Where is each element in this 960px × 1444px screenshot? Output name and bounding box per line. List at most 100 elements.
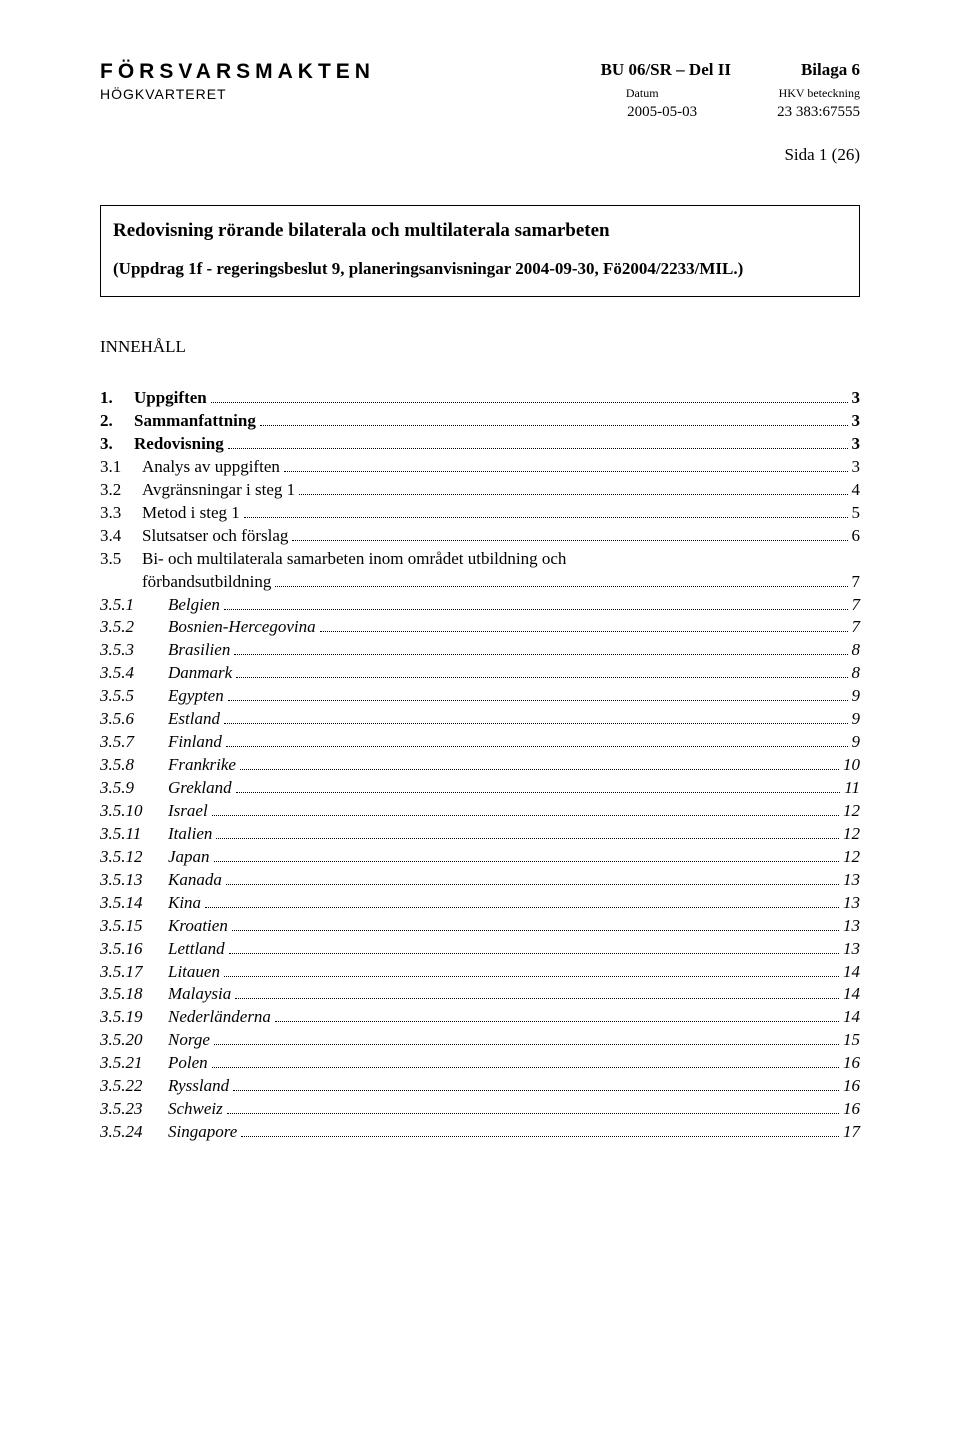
- toc-number: 3.5.1: [100, 594, 168, 617]
- toc-leader-dots: [284, 471, 848, 472]
- toc-title: Israel: [168, 800, 208, 823]
- toc-entry: 3.3Metod i steg 15: [100, 502, 860, 525]
- toc-page: 9: [852, 731, 861, 754]
- toc-entry: 3.5Bi- och multilaterala samarbeten inom…: [100, 548, 860, 594]
- toc-number: 3.5.21: [100, 1052, 168, 1075]
- toc-number: 3.5.8: [100, 754, 168, 777]
- toc-leader-dots: [275, 1021, 839, 1022]
- beteckning-value: 23 383:67555: [777, 104, 860, 121]
- toc-entry: 3.5.8Frankrike10: [100, 754, 860, 777]
- org-logo: FÖRSVARSMAKTEN: [100, 60, 601, 84]
- toc-page: 13: [843, 869, 860, 892]
- toc-title: Polen: [168, 1052, 208, 1075]
- toc-page: 7: [852, 616, 861, 639]
- toc-page: 7: [852, 571, 861, 594]
- toc-number: 3.5.18: [100, 983, 168, 1006]
- toc-entry: 3.5.23Schweiz16: [100, 1098, 860, 1121]
- toc-title: förbandsutbildning: [142, 571, 271, 594]
- toc-leader-dots: [236, 792, 841, 793]
- toc-title: Nederländerna: [168, 1006, 271, 1029]
- toc-page: 12: [843, 846, 860, 869]
- document-header: FÖRSVARSMAKTEN BU 06/SR – Del II Bilaga …: [100, 60, 860, 165]
- toc-page: 12: [843, 823, 860, 846]
- title-box: Redovisning rörande bilaterala och multi…: [100, 205, 860, 297]
- toc-entry: 3.5.12Japan12: [100, 846, 860, 869]
- toc-leader-dots: [244, 517, 848, 518]
- toc-leader-dots: [226, 746, 848, 747]
- toc-entry: 3.4Slutsatser och förslag6: [100, 525, 860, 548]
- toc-title: Avgränsningar i steg 1: [142, 479, 295, 502]
- toc-number: 3.5.5: [100, 685, 168, 708]
- toc-title: Sammanfattning: [134, 410, 256, 433]
- toc-leader-dots: [233, 1090, 839, 1091]
- toc-heading: INNEHÅLL: [100, 337, 860, 357]
- toc-number: 3.5.7: [100, 731, 168, 754]
- toc-leader-dots: [229, 953, 839, 954]
- doc-ref: BU 06/SR – Del II: [601, 60, 731, 84]
- toc-page: 15: [843, 1029, 860, 1052]
- toc-title: Grekland: [168, 777, 232, 800]
- toc-title: Uppgiften: [134, 387, 207, 410]
- toc-title: Kroatien: [168, 915, 228, 938]
- toc-page: 16: [843, 1075, 860, 1098]
- toc-entry: 3.2Avgränsningar i steg 14: [100, 479, 860, 502]
- toc-leader-dots: [214, 1044, 839, 1045]
- page-number: Sida 1 (26): [100, 145, 860, 165]
- toc-leader-dots: [232, 930, 839, 931]
- toc-leader-dots: [235, 998, 839, 999]
- toc-entry: 3.5.14Kina13: [100, 892, 860, 915]
- toc-page: 9: [852, 685, 861, 708]
- toc-entry: 3.5.3Brasilien8: [100, 639, 860, 662]
- toc-number: 3.3: [100, 502, 142, 525]
- toc-entry: 3.5.6Estland9: [100, 708, 860, 731]
- beteckning-label: HKV beteckning: [779, 86, 860, 102]
- toc-number: 3.4: [100, 525, 142, 548]
- toc-number: 3.5.6: [100, 708, 168, 731]
- org-sublogo: HÖGKVARTERET: [100, 86, 626, 102]
- toc-title: Schweiz: [168, 1098, 223, 1121]
- toc-title: Estland: [168, 708, 220, 731]
- toc-title: Kina: [168, 892, 201, 915]
- toc-page: 16: [843, 1098, 860, 1121]
- toc-entry: 3.5.15Kroatien13: [100, 915, 860, 938]
- toc-entry: 3.5.9Grekland11: [100, 777, 860, 800]
- toc-title: Singapore: [168, 1121, 237, 1144]
- toc-title: Redovisning: [134, 433, 224, 456]
- toc-number: 3.: [100, 433, 134, 456]
- toc-leader-dots: [212, 1067, 839, 1068]
- toc-entry: 3.5.24Singapore17: [100, 1121, 860, 1144]
- toc-leader-dots: [240, 769, 839, 770]
- toc-entry: 3.5.1Belgien7: [100, 594, 860, 617]
- toc-title: Finland: [168, 731, 222, 754]
- toc-entry: 3.5.17Litauen14: [100, 961, 860, 984]
- toc-leader-dots: [205, 907, 839, 908]
- toc-page: 8: [852, 662, 861, 685]
- toc-page: 12: [843, 800, 860, 823]
- toc-page: 7: [852, 594, 861, 617]
- toc-entry: 3.5.20Norge15: [100, 1029, 860, 1052]
- toc-entry: 3.5.13Kanada13: [100, 869, 860, 892]
- toc-leader-dots: [228, 700, 848, 701]
- toc-leader-dots: [227, 1113, 839, 1114]
- toc-entry: 3.1Analys av uppgiften3: [100, 456, 860, 479]
- toc-leader-dots: [224, 976, 839, 977]
- toc-title: Ryssland: [168, 1075, 229, 1098]
- toc-title: Japan: [168, 846, 210, 869]
- toc-number: 3.5.13: [100, 869, 168, 892]
- toc-entry: 3.5.10Israel 12: [100, 800, 860, 823]
- toc-title: Norge: [168, 1029, 210, 1052]
- toc-page: 14: [843, 961, 860, 984]
- toc-page: 6: [852, 525, 861, 548]
- toc-leader-dots: [234, 654, 847, 655]
- toc-number: 3.5.4: [100, 662, 168, 685]
- toc-leader-dots: [299, 494, 847, 495]
- toc-title: Litauen: [168, 961, 220, 984]
- toc-leader-dots: [236, 677, 847, 678]
- toc-leader-dots: [320, 631, 848, 632]
- toc-number: 3.5.15: [100, 915, 168, 938]
- toc-page: 3: [852, 456, 861, 479]
- toc-page: 5: [852, 502, 861, 525]
- toc-number: 3.5.14: [100, 892, 168, 915]
- toc-leader-dots: [214, 861, 839, 862]
- toc-number: 3.5.10: [100, 800, 168, 823]
